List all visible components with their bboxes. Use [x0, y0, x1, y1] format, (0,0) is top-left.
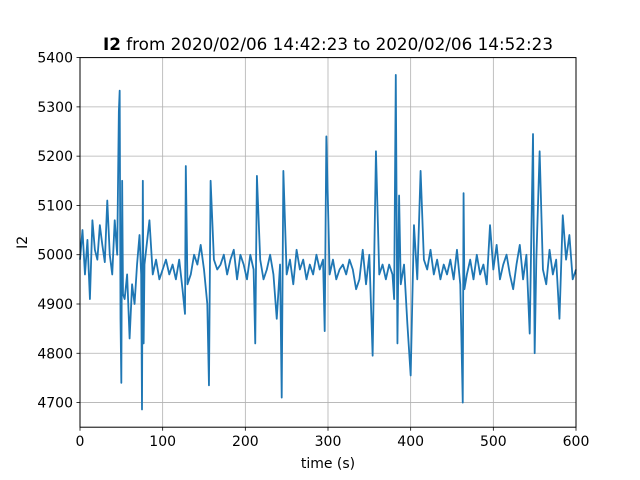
y-tick-label: 4800 [37, 346, 73, 362]
x-tick-label: 600 [563, 434, 590, 450]
x-tick-label: 400 [397, 434, 424, 450]
y-tick-label: 4700 [37, 396, 73, 412]
series-line-0 [79, 73, 577, 411]
chart-title-bold: I2 [103, 34, 121, 54]
ticks: 0 100 200 300 400 500 600 4700 4800 4900 5000 5100 5… [37, 51, 589, 451]
chart-title: I2 from 2020/02/06 14:42:23 to 2020/02/0… [103, 34, 553, 54]
chart-title-rest: from 2020/02/06 14:42:23 to 2020/02/06 1… [121, 34, 553, 54]
y-tick-label: 5300 [37, 100, 73, 116]
y-axis-label: I2 [15, 236, 31, 249]
y-tick-label: 4900 [37, 297, 73, 313]
y-tick-label: 5100 [37, 198, 73, 214]
x-tick-label: 0 [76, 434, 85, 450]
series-layer [79, 73, 577, 411]
y-tick-label: 5200 [37, 149, 73, 165]
y-tick-label: 5000 [37, 248, 73, 264]
x-axis-label: time (s) [301, 456, 355, 472]
x-tick-label: 500 [480, 434, 507, 450]
x-tick-label: 100 [149, 434, 176, 450]
y-tick-label: 5400 [37, 51, 73, 67]
x-tick-label: 200 [232, 434, 259, 450]
x-tick-label: 300 [315, 434, 342, 450]
